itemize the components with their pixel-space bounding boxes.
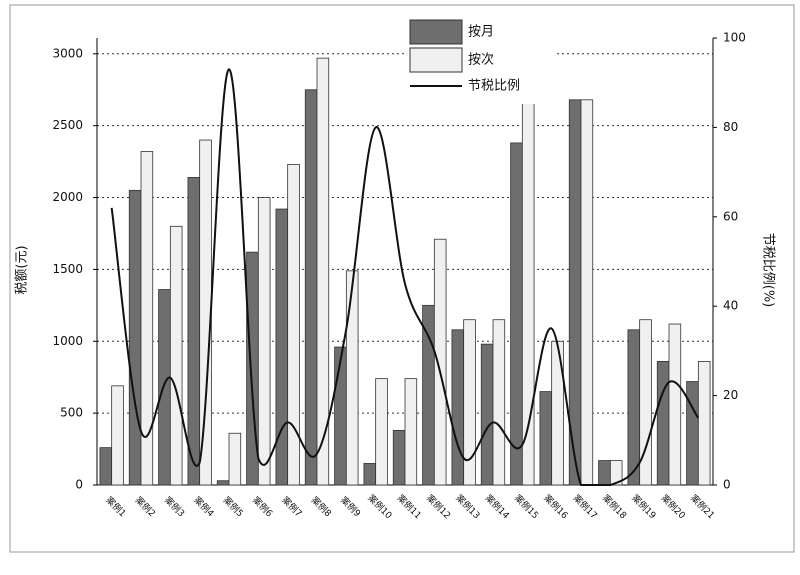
y2-axis-label: 节税比例(%) xyxy=(761,233,776,308)
bar xyxy=(316,57,330,486)
bar xyxy=(345,270,359,486)
y-tick-label: 1000 xyxy=(52,334,83,348)
bar xyxy=(128,189,142,486)
bar xyxy=(228,432,242,486)
y2-tick-label: 100 xyxy=(723,31,746,45)
bar xyxy=(257,197,271,486)
bar xyxy=(375,378,388,486)
legend-swatch xyxy=(409,19,463,45)
bar xyxy=(668,323,682,486)
bar xyxy=(422,304,435,486)
bar xyxy=(639,319,652,486)
bar xyxy=(140,151,154,486)
legend-swatch xyxy=(409,47,463,73)
line xyxy=(110,68,700,486)
bar xyxy=(697,360,711,486)
y-tick-label: 2500 xyxy=(52,118,83,132)
bar xyxy=(187,177,201,486)
bar xyxy=(169,225,183,486)
y-axis-label: 税额(元) xyxy=(15,245,30,294)
y-tick-label: 1500 xyxy=(52,262,83,276)
bar xyxy=(480,343,494,486)
bar xyxy=(656,360,670,486)
legend-label: 按月 xyxy=(468,25,494,40)
y-tick-label: 2000 xyxy=(52,190,83,204)
bar xyxy=(199,139,212,486)
bar xyxy=(686,381,699,486)
bar xyxy=(287,164,300,486)
bar xyxy=(433,238,447,486)
bar xyxy=(580,99,594,486)
bar xyxy=(463,319,476,486)
y2-tick-label: 20 xyxy=(723,388,738,402)
y2-tick-label: 60 xyxy=(723,209,738,223)
bar xyxy=(451,329,465,486)
y-tick-label: 3000 xyxy=(52,46,83,60)
bar xyxy=(539,391,553,486)
bar xyxy=(510,142,523,486)
bar xyxy=(598,460,611,486)
bar xyxy=(99,447,113,486)
bar xyxy=(304,89,318,486)
bar xyxy=(275,208,289,486)
bar xyxy=(404,378,418,486)
bar xyxy=(334,346,347,486)
bar xyxy=(216,480,230,486)
legend-label: 按次 xyxy=(468,52,494,68)
bar xyxy=(158,289,171,486)
y2-tick-label: 0 xyxy=(723,478,731,492)
bar xyxy=(363,463,377,486)
bar xyxy=(111,385,124,486)
bar xyxy=(609,460,623,486)
y2-tick-label: 40 xyxy=(723,299,738,313)
y-tick-label: 0 xyxy=(75,478,83,492)
bar xyxy=(627,329,641,486)
y-tick-label: 500 xyxy=(60,406,83,420)
bar xyxy=(492,319,506,486)
y2-tick-label: 80 xyxy=(723,120,738,134)
legend-label: 节税比例 xyxy=(468,79,520,94)
bar xyxy=(392,429,406,486)
